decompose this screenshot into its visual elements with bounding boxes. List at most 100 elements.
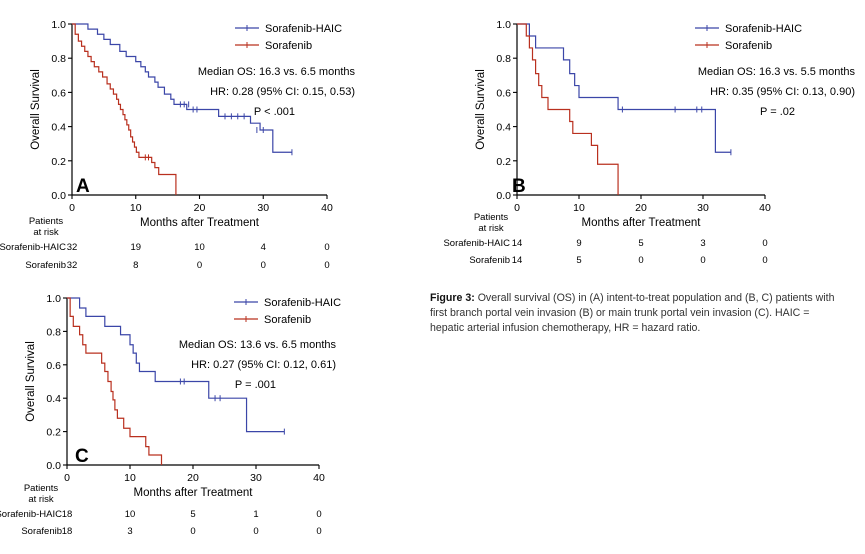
- y-tick-label: 0.2: [496, 156, 511, 168]
- y-tick-label: 0.4: [51, 122, 66, 134]
- x-tick-label: 30: [697, 202, 709, 214]
- risk-count: 0: [762, 238, 767, 249]
- km-curve-sorafenib-haic: [72, 23, 292, 153]
- y-axis-label: Overall Survival: [25, 341, 37, 422]
- caption-label: Figure 3:: [430, 292, 475, 304]
- risk-count: 32: [67, 260, 78, 271]
- stats-annotation: HR: 0.35 (95% CI: 0.13, 0.90): [710, 86, 855, 98]
- risk-count: 10: [194, 242, 205, 253]
- risk-count: 10: [125, 509, 136, 520]
- legend-label: Sorafenib-HAIC: [725, 23, 802, 35]
- stats-annotation: Median OS: 16.3 vs. 6.5 months: [198, 66, 356, 78]
- y-axis-label: Overall Survival: [475, 69, 487, 150]
- legend-label: Sorafenib: [265, 40, 312, 52]
- y-tick-label: 0.0: [51, 190, 66, 202]
- risk-count: 0: [261, 260, 266, 271]
- stats-annotation: P = .02: [760, 106, 795, 118]
- risk-row-label: Sorafenib: [21, 526, 62, 537]
- km-panel-b: 0.0 0.2 0.4 0.6 0.8 1.0 0 10 20 30 40 Months after …: [440, 0, 865, 275]
- risk-count: 0: [190, 526, 195, 537]
- y-tick-label: 0.6: [46, 360, 61, 372]
- figure-caption: Figure 3: Overall survival (OS) in (A) i…: [430, 291, 840, 336]
- y-tick-label: 0.2: [46, 427, 61, 439]
- panel-label: B: [512, 176, 526, 197]
- risk-row-label: Sorafenib-HAIC: [0, 509, 62, 520]
- stats-annotation: P = .001: [235, 379, 276, 391]
- risk-count: 0: [316, 526, 321, 537]
- risk-count: 0: [316, 509, 321, 520]
- y-axis-label: Overall Survival: [30, 69, 42, 150]
- risk-table-title: at risk: [478, 223, 504, 234]
- risk-table-title: Patients: [474, 212, 509, 223]
- risk-count: 5: [190, 509, 195, 520]
- y-tick-label: 0.8: [51, 53, 66, 65]
- risk-count: 32: [67, 242, 78, 253]
- x-tick-label: 40: [321, 202, 333, 214]
- risk-count: 0: [324, 242, 329, 253]
- risk-table-title: Patients: [24, 483, 59, 494]
- x-tick-label: 30: [250, 472, 262, 484]
- panel-label: A: [76, 176, 90, 197]
- panel-label: C: [75, 446, 89, 467]
- risk-table-title: Patients: [29, 216, 64, 227]
- y-tick-label: 0.6: [51, 87, 66, 99]
- x-tick-label: 20: [194, 202, 206, 214]
- y-tick-label: 0.8: [496, 53, 511, 65]
- x-tick-label: 30: [257, 202, 269, 214]
- y-tick-label: 1.0: [496, 19, 511, 31]
- y-tick-label: 1.0: [51, 19, 66, 31]
- risk-count: 5: [576, 255, 581, 266]
- km-curve-sorafenib: [517, 23, 619, 195]
- stats-annotation: P < .001: [254, 106, 295, 118]
- y-tick-label: 0.2: [51, 156, 66, 168]
- km-curve-sorafenib-haic: [67, 297, 285, 433]
- risk-count: 5: [638, 238, 643, 249]
- y-tick-label: 0.6: [496, 87, 511, 99]
- x-axis-label: Months after Treatment: [582, 217, 702, 229]
- risk-row-label: Sorafenib: [469, 255, 510, 266]
- km-panel-a: 0.0 0.2 0.4 0.6 0.8 1.0 0 10 20 30 40 Months after …: [0, 0, 430, 275]
- stats-annotation: Median OS: 13.6 vs. 6.5 months: [179, 339, 337, 351]
- y-tick-label: 0.8: [46, 326, 61, 338]
- legend-label: Sorafenib-HAIC: [265, 23, 342, 35]
- risk-count: 0: [700, 255, 705, 266]
- risk-count: 0: [253, 526, 258, 537]
- km-curve-sorafenib: [72, 23, 177, 195]
- x-tick-label: 0: [514, 202, 520, 214]
- risk-count: 4: [261, 242, 266, 253]
- stats-annotation: Median OS: 16.3 vs. 5.5 months: [698, 66, 856, 78]
- legend-label: Sorafenib: [264, 314, 311, 326]
- risk-count: 0: [638, 255, 643, 266]
- risk-count: 18: [62, 509, 73, 520]
- x-axis-label: Months after Treatment: [134, 487, 254, 499]
- x-tick-label: 0: [64, 472, 70, 484]
- risk-count: 0: [324, 260, 329, 271]
- risk-count: 1: [253, 509, 258, 520]
- y-tick-label: 0.0: [496, 190, 511, 202]
- risk-count: 3: [127, 526, 132, 537]
- risk-count: 8: [133, 260, 138, 271]
- risk-count: 18: [62, 526, 73, 537]
- km-panel-c: 0.0 0.2 0.4 0.6 0.8 1.0 0 10 20 30 40 Months after …: [0, 275, 430, 549]
- stats-annotation: HR: 0.27 (95% CI: 0.12, 0.61): [191, 359, 336, 371]
- stats-annotation: HR: 0.28 (95% CI: 0.15, 0.53): [210, 86, 355, 98]
- legend-label: Sorafenib: [725, 40, 772, 52]
- x-tick-label: 10: [573, 202, 585, 214]
- x-tick-label: 20: [187, 472, 199, 484]
- x-tick-label: 0: [69, 202, 75, 214]
- y-tick-label: 0.4: [46, 393, 61, 405]
- x-tick-label: 20: [635, 202, 647, 214]
- risk-count: 9: [576, 238, 581, 249]
- km-curve-sorafenib-haic: [517, 23, 731, 153]
- y-tick-label: 0.4: [496, 122, 511, 134]
- x-tick-label: 40: [759, 202, 771, 214]
- x-axis-label: Months after Treatment: [140, 217, 260, 229]
- x-tick-label: 10: [124, 472, 136, 484]
- x-tick-label: 40: [313, 472, 325, 484]
- risk-count: 14: [512, 255, 523, 266]
- km-curve-sorafenib: [67, 297, 163, 465]
- risk-table-title: at risk: [33, 227, 59, 238]
- km-chart-b: 0.0 0.2 0.4 0.6 0.8 1.0 0 10 20 30 40 Months after …: [443, 19, 856, 266]
